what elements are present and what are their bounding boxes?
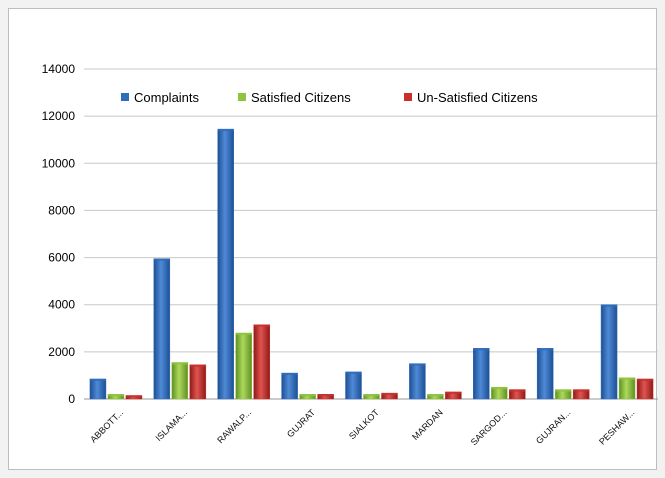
bar-satisfied-citizens-2 <box>235 332 252 400</box>
bar-cap <box>299 394 316 397</box>
bar-complaints-4 <box>345 371 362 400</box>
gridlines <box>84 68 658 400</box>
bar-complaints-5 <box>409 363 426 400</box>
y-tick-label: 2000 <box>48 345 75 359</box>
bar-cap <box>281 373 298 376</box>
bar-cap <box>637 378 654 381</box>
legend-swatch-1 <box>238 93 246 101</box>
bar-cap <box>491 387 508 390</box>
bar-cap <box>445 391 462 394</box>
bar-cap <box>317 394 334 397</box>
bar-cap <box>107 394 124 397</box>
bar-un-satisfied-citizens-8 <box>636 378 654 400</box>
bar-cap <box>253 324 270 327</box>
bar-complaints-1 <box>153 258 171 400</box>
y-tick-label: 12000 <box>42 109 76 123</box>
legend-swatch-2 <box>404 93 412 101</box>
x-category-label: GUJRAN... <box>534 407 573 446</box>
legend-label-1: Satisfied Citizens <box>251 90 351 105</box>
bar-satisfied-citizens-1 <box>171 362 189 400</box>
x-category-label: SIALKOT <box>347 407 381 441</box>
bar-complaints-7 <box>536 348 554 400</box>
y-tick-label: 8000 <box>48 203 75 217</box>
bar-cap <box>601 304 618 307</box>
bar-cap <box>189 364 206 367</box>
chart-frame: 0 2000 4000 6000 8000 10000 12000 14000 ABBOTT.… <box>8 8 658 470</box>
bar-cap <box>89 378 106 381</box>
bar-chart: 0 2000 4000 6000 8000 10000 12000 14000 ABBOTT.… <box>42 62 658 447</box>
y-tick-label: 4000 <box>48 298 75 312</box>
y-tick-label: 6000 <box>48 251 75 265</box>
legend-label-2: Un-Satisfied Citizens <box>417 90 538 105</box>
bar-cap <box>537 348 554 351</box>
bar-un-satisfied-citizens-1 <box>189 364 207 400</box>
x-category-label: MARDAN <box>410 407 445 442</box>
y-axis: 0 2000 4000 6000 8000 10000 12000 14000 <box>42 62 658 406</box>
bars <box>89 128 654 400</box>
x-category-label: SARGOD... <box>469 407 509 447</box>
y-tick-label: 14000 <box>42 62 76 76</box>
bar-cap <box>409 363 426 366</box>
x-category-label: GUJRAT <box>285 407 317 439</box>
x-category-label: RAWALP... <box>215 407 253 445</box>
bar-cap <box>235 333 252 335</box>
y-tick-label: 10000 <box>42 156 76 170</box>
bar-cap <box>473 348 490 351</box>
bar-un-satisfied-citizens-2 <box>253 324 270 400</box>
bar-cap <box>573 389 590 392</box>
x-category-label: ABBOTT... <box>88 407 125 444</box>
bar-complaints-8 <box>600 304 618 400</box>
bar-satisfied-citizens-8 <box>618 377 636 400</box>
bar-cap <box>509 389 526 392</box>
bar-complaints-3 <box>281 372 298 400</box>
bar-complaints-6 <box>473 348 490 400</box>
x-axis-labels: ABBOTT... ISLAMA... RAWALP... GUJRAT SIALKOT… <box>88 407 636 447</box>
bar-cap <box>217 129 234 132</box>
bar-cap <box>427 394 444 397</box>
bar-complaints-2 <box>217 128 234 400</box>
bar-cap <box>153 258 170 261</box>
bar-cap <box>125 395 142 398</box>
bar-complaints-0 <box>89 378 107 400</box>
bar-cap <box>381 393 398 396</box>
x-category-label: ISLAMA... <box>154 407 190 443</box>
y-tick-label: 0 <box>68 392 75 406</box>
legend-swatch-0 <box>121 93 129 101</box>
bar-cap <box>555 389 572 392</box>
bar-cap <box>345 371 362 374</box>
bar-cap <box>363 394 380 397</box>
legend-label-0: Complaints <box>134 90 200 105</box>
bar-cap <box>619 377 636 380</box>
x-category-label: PESHAW... <box>597 407 636 446</box>
legend: Complaints Satisfied Citizens Un-Satisfied… <box>121 90 538 105</box>
bar-cap <box>171 362 188 365</box>
